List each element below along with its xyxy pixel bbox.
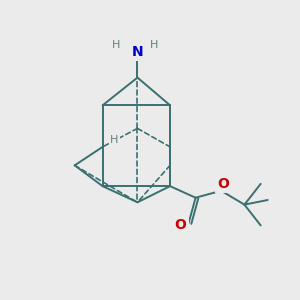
Text: H: H: [150, 40, 158, 50]
Text: H: H: [110, 135, 118, 145]
Text: O: O: [175, 218, 186, 233]
Text: H: H: [112, 40, 121, 50]
Text: O: O: [218, 177, 230, 191]
Text: N: N: [132, 45, 143, 59]
